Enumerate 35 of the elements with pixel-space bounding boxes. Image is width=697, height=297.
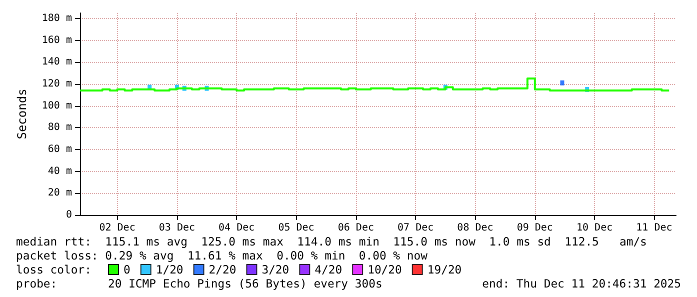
x-tick-label: 03 Dec	[158, 222, 196, 234]
text: probe:	[16, 276, 58, 290]
text: median rtt: 115.1 ms avg 125.0 ms max 114.0 ms min 115.0 ms now 1.0 ms sd 112.5 am/s	[16, 234, 647, 248]
legend-label: 0	[124, 262, 130, 276]
x-tick-label: 08 Dec	[457, 222, 494, 234]
x-tick-label: 10 Dec	[576, 222, 613, 234]
x-tick-label: 09 Dec	[516, 222, 553, 234]
y-tick-label: 120 m	[42, 78, 72, 90]
x-tick-label: 11 Dec	[636, 222, 672, 234]
y-tick-label: 60 m	[48, 144, 72, 155]
text: packet loss: 0.29 % avg 11.61 % max 0.00 % min 0.00 % now	[16, 248, 428, 262]
x-tick-label: 07 Dec	[398, 222, 434, 234]
legend-label: 2/20	[208, 262, 236, 276]
x-tick-label: 04 Dec	[218, 222, 255, 234]
legend-label: 19/20	[427, 262, 462, 276]
legend-label: 10/20	[368, 262, 402, 276]
legend-label: 4/20	[314, 262, 342, 276]
y-tick-label: 20 m	[48, 188, 72, 199]
text: end: Thu Dec 11 20:46:31 2025	[482, 276, 681, 290]
y-tick-label: 0	[66, 210, 72, 220]
y-tick-label: 100 m	[42, 100, 72, 112]
point	[560, 80, 564, 86]
y-tick-label: 180 m	[42, 12, 72, 24]
y-axis-title: Seconds	[15, 88, 29, 140]
text: 20 ICMP Echo Pings (56 Bytes) every 300s	[108, 276, 382, 290]
x-tick-label: 02 Dec	[99, 222, 136, 234]
y-tick-label: 160 m	[42, 34, 72, 46]
legend-label: 3/20	[262, 262, 290, 276]
y-tick-label: 140 m	[42, 56, 72, 68]
legend-label: 1/20	[156, 262, 184, 276]
y-tick-label: 40 m	[48, 166, 72, 177]
x-tick-label: 05 Dec	[278, 222, 314, 234]
y-tick-label: 80 m	[48, 122, 72, 134]
text: loss color:	[16, 262, 92, 276]
x-tick-label: 06 Dec	[338, 222, 374, 234]
